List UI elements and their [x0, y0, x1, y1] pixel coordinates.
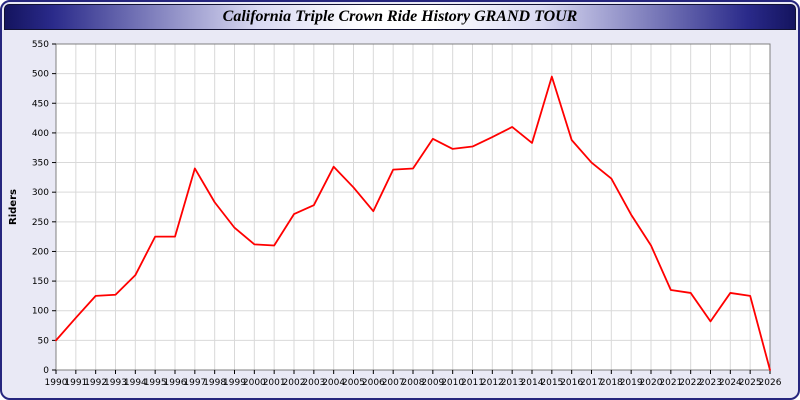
svg-text:1992: 1992 [84, 378, 107, 388]
svg-text:2024: 2024 [719, 378, 742, 388]
svg-text:500: 500 [32, 70, 49, 80]
svg-text:1991: 1991 [64, 378, 87, 388]
svg-text:2001: 2001 [263, 378, 286, 388]
svg-text:2025: 2025 [739, 378, 762, 388]
svg-text:200: 200 [32, 247, 49, 257]
svg-text:2023: 2023 [699, 378, 722, 388]
svg-text:1995: 1995 [144, 378, 167, 388]
svg-text:2020: 2020 [640, 378, 663, 388]
svg-text:2005: 2005 [342, 378, 365, 388]
svg-text:2018: 2018 [600, 378, 623, 388]
svg-text:550: 550 [32, 40, 49, 50]
svg-text:2009: 2009 [421, 378, 444, 388]
svg-text:350: 350 [32, 159, 49, 169]
chart-region: 0 50 100 150 200 250 300 350 400 450 500 550 1990 199… [2, 30, 798, 398]
svg-text:2019: 2019 [620, 378, 643, 388]
svg-text:2014: 2014 [521, 378, 544, 388]
svg-text:50: 50 [38, 336, 50, 346]
svg-text:2004: 2004 [322, 378, 345, 388]
svg-text:2010: 2010 [441, 378, 464, 388]
svg-text:Riders: Riders [8, 189, 19, 225]
svg-text:2021: 2021 [659, 378, 682, 388]
svg-text:2022: 2022 [679, 378, 702, 388]
svg-text:100: 100 [32, 307, 49, 317]
svg-text:2017: 2017 [580, 378, 603, 388]
svg-text:0: 0 [43, 366, 49, 376]
svg-text:2015: 2015 [540, 378, 563, 388]
svg-text:2026: 2026 [759, 378, 782, 388]
chart-title: California Triple Crown Ride History GRA… [222, 8, 578, 25]
svg-text:150: 150 [32, 277, 49, 287]
svg-text:450: 450 [32, 99, 49, 109]
svg-text:2007: 2007 [382, 378, 405, 388]
riders-line-chart: 0501001502002503003504004505005501990199… [8, 40, 782, 388]
svg-text:2003: 2003 [302, 378, 325, 388]
title-bar: California Triple Crown Ride History GRA… [4, 4, 796, 30]
svg-text:1994: 1994 [124, 378, 147, 388]
svg-text:2016: 2016 [560, 378, 583, 388]
svg-text:1990: 1990 [45, 378, 68, 388]
svg-text:250: 250 [32, 218, 49, 228]
svg-text:400: 400 [32, 129, 49, 139]
svg-text:2011: 2011 [461, 378, 484, 388]
svg-text:1998: 1998 [203, 378, 226, 388]
svg-text:2012: 2012 [481, 378, 504, 388]
svg-text:300: 300 [32, 188, 49, 198]
svg-text:2006: 2006 [362, 378, 385, 388]
svg-text:2008: 2008 [402, 378, 425, 388]
svg-text:1999: 1999 [223, 378, 246, 388]
svg-text:1993: 1993 [104, 378, 127, 388]
svg-text:1996: 1996 [164, 378, 187, 388]
svg-text:2002: 2002 [283, 378, 306, 388]
svg-text:1997: 1997 [183, 378, 206, 388]
svg-text:2000: 2000 [243, 378, 266, 388]
svg-text:2013: 2013 [501, 378, 524, 388]
